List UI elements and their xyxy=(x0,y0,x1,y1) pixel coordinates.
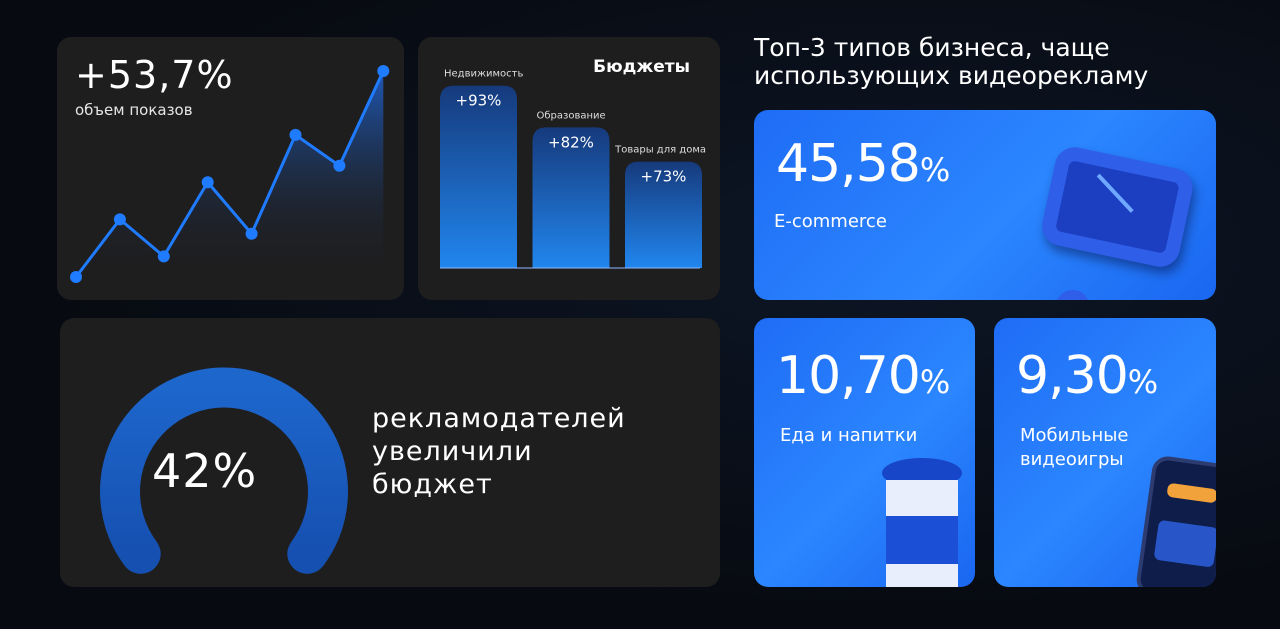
stat-label: Мобильные xyxy=(1020,425,1129,446)
data-point xyxy=(377,65,390,77)
gauge-chart xyxy=(100,367,348,574)
data-point xyxy=(157,250,170,263)
area-fill xyxy=(76,71,384,277)
gauge-text-line: рекламодателей xyxy=(372,403,626,434)
data-point xyxy=(70,271,82,283)
shopping-cart-icon xyxy=(1036,143,1216,300)
mobile-games-card: 9,30% Мобильные видеоигры xyxy=(994,318,1216,587)
bar-category-label: Образование xyxy=(537,110,606,121)
stat-label: видеоигры xyxy=(1020,449,1124,470)
title-line: Топ-3 типов бизнеса, чаще xyxy=(754,33,1110,62)
bar-value-label: +73% xyxy=(641,168,687,186)
stat-unit: % xyxy=(919,363,950,401)
bar xyxy=(625,161,702,268)
series-line xyxy=(74,70,385,278)
stat-unit: % xyxy=(919,151,950,189)
stat-label: E-commerce xyxy=(774,211,887,232)
stat-value: 9,30 xyxy=(1016,346,1129,406)
impressions-card: +53,7% объем показов xyxy=(57,37,404,300)
gauge-text: рекламодателей увеличили бюджет xyxy=(372,402,626,501)
bar xyxy=(440,85,517,268)
smartphone-icon xyxy=(1134,454,1216,587)
stat-value: 10,70 xyxy=(776,346,921,406)
bar-value-label: +93% xyxy=(456,92,502,110)
bar xyxy=(532,127,610,269)
gauge-text-line: увеличили xyxy=(372,436,533,467)
ecommerce-card: 45,58% E-commerce xyxy=(754,110,1216,300)
budgets-card: Бюджеты Недвижимость +93% Образование +82% Т… xyxy=(418,37,720,300)
data-point xyxy=(289,128,302,141)
data-point xyxy=(333,159,346,172)
budget-increase-card: 42% рекламодателей увеличили бюджет xyxy=(60,318,720,587)
bar-value-label: +82% xyxy=(548,133,594,151)
data-point xyxy=(245,227,258,240)
stat-value: 45,58 xyxy=(776,134,921,194)
top3-title: Топ-3 типов бизнеса, чаще использующих в… xyxy=(754,34,1214,90)
impressions-value: +53,7% xyxy=(75,53,234,97)
bar-category-label: Товары для дома xyxy=(614,145,706,156)
data-point xyxy=(113,213,126,226)
gauge-text-line: бюджет xyxy=(372,469,493,500)
gauge-arc xyxy=(100,367,348,574)
food-card: 10,70% Еда и напитки xyxy=(754,318,975,587)
gauge-value: 42% xyxy=(152,444,258,498)
stat-unit: % xyxy=(1127,363,1158,401)
impressions-label: объем показов xyxy=(75,101,193,119)
stat-label: Еда и напитки xyxy=(780,425,918,446)
title-line: использующих видеорекламу xyxy=(754,61,1149,90)
budgets-title: Бюджеты xyxy=(593,57,690,77)
coffee-cup-icon xyxy=(882,458,962,587)
bar-category-label: Недвижимость xyxy=(444,69,523,80)
data-point xyxy=(201,176,214,189)
impressions-area-chart xyxy=(70,65,390,283)
budgets-bar-chart: Бюджеты Недвижимость +93% Образование +82% Т… xyxy=(440,57,706,269)
